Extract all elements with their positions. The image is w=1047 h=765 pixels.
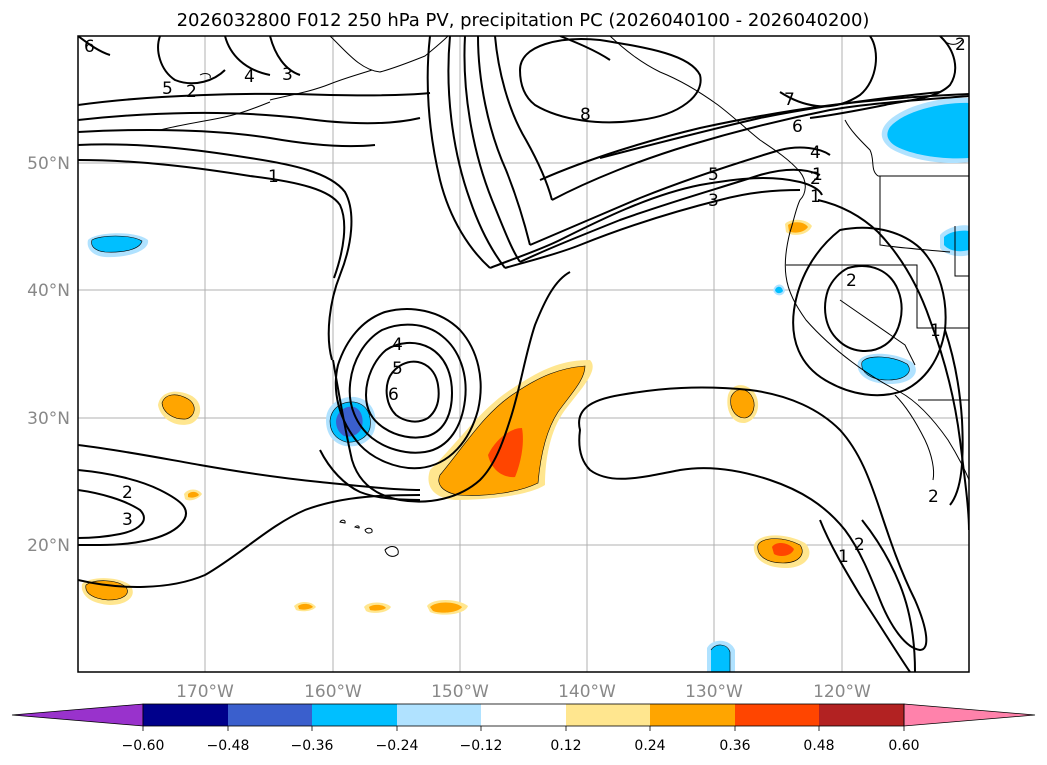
map-panel: 6 5 4 3 2 1 8 7 6 5 4 3 2 1 1 4 5 6 2 3 …: [78, 35, 969, 672]
colorbar-tick: −0.60: [122, 738, 165, 754]
contour-label: 1: [930, 321, 941, 341]
map-frame: [77, 35, 970, 673]
lon-label: 140°W: [558, 682, 616, 702]
latitude-labels: 50°N 40°N 30°N 20°N: [27, 154, 70, 556]
contour-label: 3: [122, 510, 133, 530]
pv-contour-ring: [334, 308, 482, 470]
colorbar-cell: [650, 704, 735, 726]
pv-contour-labels: 6 5 4 3 2 1 8 7 6 5 4 3 2 1 1 4 5 6 2 3 …: [84, 35, 966, 567]
colorbar-cell: [397, 704, 481, 726]
contour-label: 4: [392, 335, 403, 355]
contour-label: 2: [955, 35, 966, 55]
colorbar-cell: [819, 704, 904, 726]
contour-label: 1: [268, 167, 279, 187]
colorbar-tick: −0.24: [376, 738, 419, 754]
lon-label: 150°W: [431, 682, 489, 702]
contour-label: 2: [186, 82, 197, 102]
contour-label: 2: [928, 487, 939, 507]
colorbar-cell: [143, 704, 228, 726]
colorbar: −0.60 −0.48 −0.36 −0.24 −0.12 0.12 0.24 …: [11, 703, 1036, 754]
contour-label: 5: [392, 359, 403, 379]
contour-label: 8: [580, 105, 591, 125]
lon-label: 160°W: [304, 682, 362, 702]
contour-label: 3: [282, 65, 293, 85]
colorbar-cell: [566, 704, 650, 726]
contour-label: 1: [838, 547, 849, 567]
colorbar-cell: [735, 704, 819, 726]
contour-label: 2: [810, 169, 821, 189]
colorbar-cell: [312, 704, 397, 726]
lon-label: 130°W: [685, 682, 743, 702]
lat-label: 50°N: [27, 154, 70, 174]
figure-title: 2026032800 F012 250 hPa PV, precipitatio…: [177, 10, 870, 31]
colorbar-extend-low: [11, 703, 144, 727]
contour-label: 1: [810, 187, 821, 207]
contour-label: 7: [784, 90, 795, 110]
contour-label: 2: [846, 271, 857, 291]
lon-label: 120°W: [813, 682, 871, 702]
contour-label: 5: [162, 79, 173, 99]
colorbar-tick: −0.36: [291, 738, 334, 754]
lon-label: 170°W: [176, 682, 234, 702]
colorbar-tick: 0.12: [550, 738, 581, 754]
colorbar-cell: [228, 704, 312, 726]
contour-label: 1: [812, 165, 823, 185]
colorbar-extend-high: [903, 703, 1036, 727]
colorbar-tick: −0.12: [460, 738, 503, 754]
pv-contours: [78, 36, 969, 672]
precipitation-shading: [81, 97, 969, 672]
contour-label: 6: [388, 385, 399, 405]
longitude-labels: 170°W 160°W 150°W 140°W 130°W 120°W: [176, 682, 871, 702]
precipitation-outlines: [85, 235, 910, 672]
colorbar-cell: [481, 704, 566, 726]
lat-label: 30°N: [27, 409, 70, 429]
lat-label: 20°N: [27, 536, 70, 556]
contour-label: 2: [122, 483, 133, 503]
colorbar-tick: 0.36: [719, 738, 750, 754]
colorbar-tick: 0.48: [803, 738, 834, 754]
contour-label: 5: [708, 165, 719, 185]
lat-label: 40°N: [27, 281, 70, 301]
contour-label: 2: [854, 535, 865, 555]
colorbar-tick: −0.48: [207, 738, 250, 754]
colorbar-tick: 0.24: [634, 738, 665, 754]
contour-label: 6: [84, 37, 95, 57]
contour-label: 4: [244, 67, 255, 87]
contour-label: 6: [792, 117, 803, 137]
colorbar-tick: 0.60: [888, 738, 919, 754]
contour-label: 3: [708, 191, 719, 211]
precip-positive-core: [488, 428, 523, 478]
contour-label: 4: [810, 143, 821, 163]
